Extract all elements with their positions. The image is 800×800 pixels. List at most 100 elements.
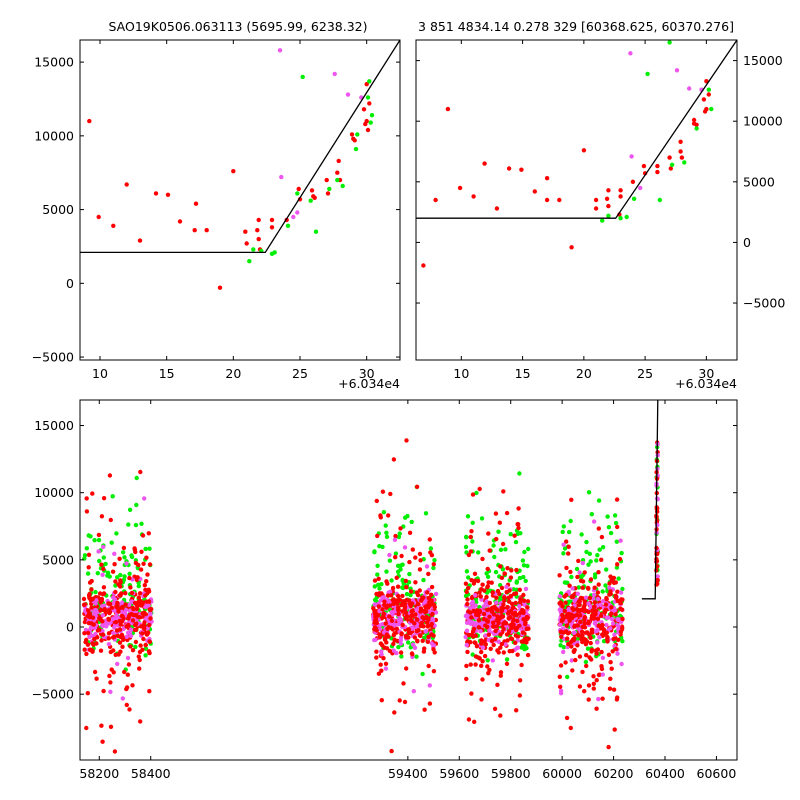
- panel-bottom-point: [587, 595, 593, 601]
- panel-bottom-point: [402, 545, 408, 550]
- panel-bottom-point: [404, 585, 409, 590]
- panel-bottom-point: [124, 686, 129, 692]
- panel-top-left-point: [335, 177, 340, 183]
- panel-bottom-point: [596, 570, 601, 575]
- panel-bottom-point: [504, 510, 510, 516]
- panel-bottom-point: [597, 635, 602, 640]
- panel-bottom-point: [143, 653, 148, 658]
- panel-bottom-point: [414, 484, 420, 489]
- panel-bottom-point: [89, 647, 94, 653]
- panel-bottom-point: [491, 624, 496, 629]
- panel-bottom-point: [96, 549, 101, 554]
- panel-top-left-point: [244, 241, 249, 246]
- panel-bottom-point: [603, 602, 609, 607]
- panel-bottom-point: [567, 618, 572, 623]
- panel-bottom-point: [514, 567, 519, 573]
- panel-bottom-point: [382, 637, 388, 642]
- panel-bottom-point: [513, 591, 519, 596]
- panel-bottom-point: [410, 642, 416, 647]
- panel-bottom-point: [574, 612, 580, 618]
- panel-bottom-point: [93, 631, 98, 637]
- panel-bottom-point: [620, 625, 625, 630]
- panel-bottom-point: [400, 593, 405, 599]
- panel-bottom-point: [129, 590, 135, 596]
- panel-bottom-point: [100, 739, 105, 744]
- panel-top-right-point: [678, 149, 683, 154]
- panel-bottom-point: [94, 598, 99, 603]
- panel-bottom-point: [101, 544, 106, 550]
- panel-bottom-point: [383, 621, 388, 626]
- panel-bottom-point: [585, 646, 591, 651]
- panel-bottom-point: [620, 586, 625, 592]
- panel-bottom-point: [97, 627, 102, 632]
- panel-bottom-point: [139, 624, 144, 629]
- panel-bottom-point: [521, 592, 526, 598]
- panel-bottom-point: [517, 603, 522, 609]
- panel-bottom-point: [586, 609, 591, 615]
- panel-top-right-point: [704, 106, 709, 112]
- panel-top-right-point: [668, 166, 673, 171]
- panel-bottom-point: [111, 616, 116, 622]
- panel-bottom-point: [521, 574, 526, 580]
- panel-bottom-point: [415, 638, 420, 643]
- panel-top-right-point: [674, 68, 680, 73]
- panel-bottom-point: [520, 558, 526, 563]
- panel-bottom-point: [493, 636, 498, 642]
- panel-bottom-point: [526, 546, 531, 552]
- panel-top-left-title: SAO19K0506.063113 (5695.99, 6238.32): [109, 19, 368, 34]
- panel-bottom-point: [476, 550, 481, 555]
- panel-bottom-point: [389, 625, 394, 631]
- panel-top-right-point: [593, 206, 599, 211]
- panel-top-left-point: [300, 74, 305, 80]
- panel-top-right-point: [471, 194, 476, 199]
- panel-bottom-point: [374, 655, 379, 660]
- panel-bottom-ytick-label: 15000: [34, 418, 74, 433]
- panel-top-right-point: [667, 40, 672, 45]
- panel-bottom-point: [504, 661, 510, 666]
- panel-top-right-point: [557, 197, 562, 203]
- panel-bottom-point: [395, 584, 401, 589]
- panel-bottom-point: [433, 610, 439, 615]
- panel-bottom-point: [142, 583, 147, 588]
- panel-top-left-point: [243, 229, 248, 234]
- panel-bottom-point: [613, 612, 618, 617]
- panel-bottom-point: [426, 571, 431, 577]
- panel-bottom-point: [89, 587, 94, 592]
- panel-bottom-point: [590, 608, 595, 613]
- panel-top-left-point: [364, 118, 369, 124]
- panel-bottom-point: [558, 622, 563, 627]
- panel-top-right-title: 3 851 4834.14 0.278 329 [60368.625, 6037…: [418, 19, 734, 34]
- panel-bottom-point: [558, 643, 563, 648]
- panel-bottom-point: [525, 652, 531, 658]
- panel-bottom-point: [407, 530, 413, 535]
- panel-bottom-point: [428, 546, 434, 551]
- panel-bottom-point: [116, 609, 121, 614]
- panel-bottom-point: [380, 595, 385, 600]
- panel-bottom-point: [397, 531, 402, 536]
- panel-bottom-point: [375, 563, 380, 568]
- panel-bottom-point: [526, 636, 531, 641]
- panel-top-left-point: [295, 191, 300, 196]
- panel-top-right-point: [544, 197, 550, 203]
- panel-bottom-point: [391, 457, 397, 462]
- panel-top-left-point: [364, 82, 369, 87]
- panel-bottom-point: [591, 674, 596, 679]
- panel-bottom-point: [120, 644, 125, 649]
- panel-bottom-axes: 58200 58400 59400 59600 59800 60000 60200 60400…: [32, 399, 738, 781]
- panel-bottom-point: [391, 601, 396, 607]
- panel-bottom-point: [613, 646, 619, 652]
- panel-top-left-point: [291, 214, 296, 220]
- panel-bottom-point: [558, 684, 563, 689]
- panel-bottom-point: [83, 639, 88, 645]
- panel-bottom-point: [584, 663, 589, 669]
- panel-bottom-point: [592, 621, 598, 626]
- panel-bottom-point: [383, 523, 388, 528]
- panel-bottom-point: [561, 645, 567, 650]
- panel-bottom-point: [140, 533, 146, 538]
- panel-bottom-point: [494, 624, 499, 629]
- panel-bottom-point: [387, 558, 393, 563]
- panel-bottom-point: [392, 622, 397, 627]
- panel-bottom-point: [419, 608, 424, 613]
- panel-top-right-point: [593, 197, 599, 203]
- panel-bottom-point: [591, 592, 597, 597]
